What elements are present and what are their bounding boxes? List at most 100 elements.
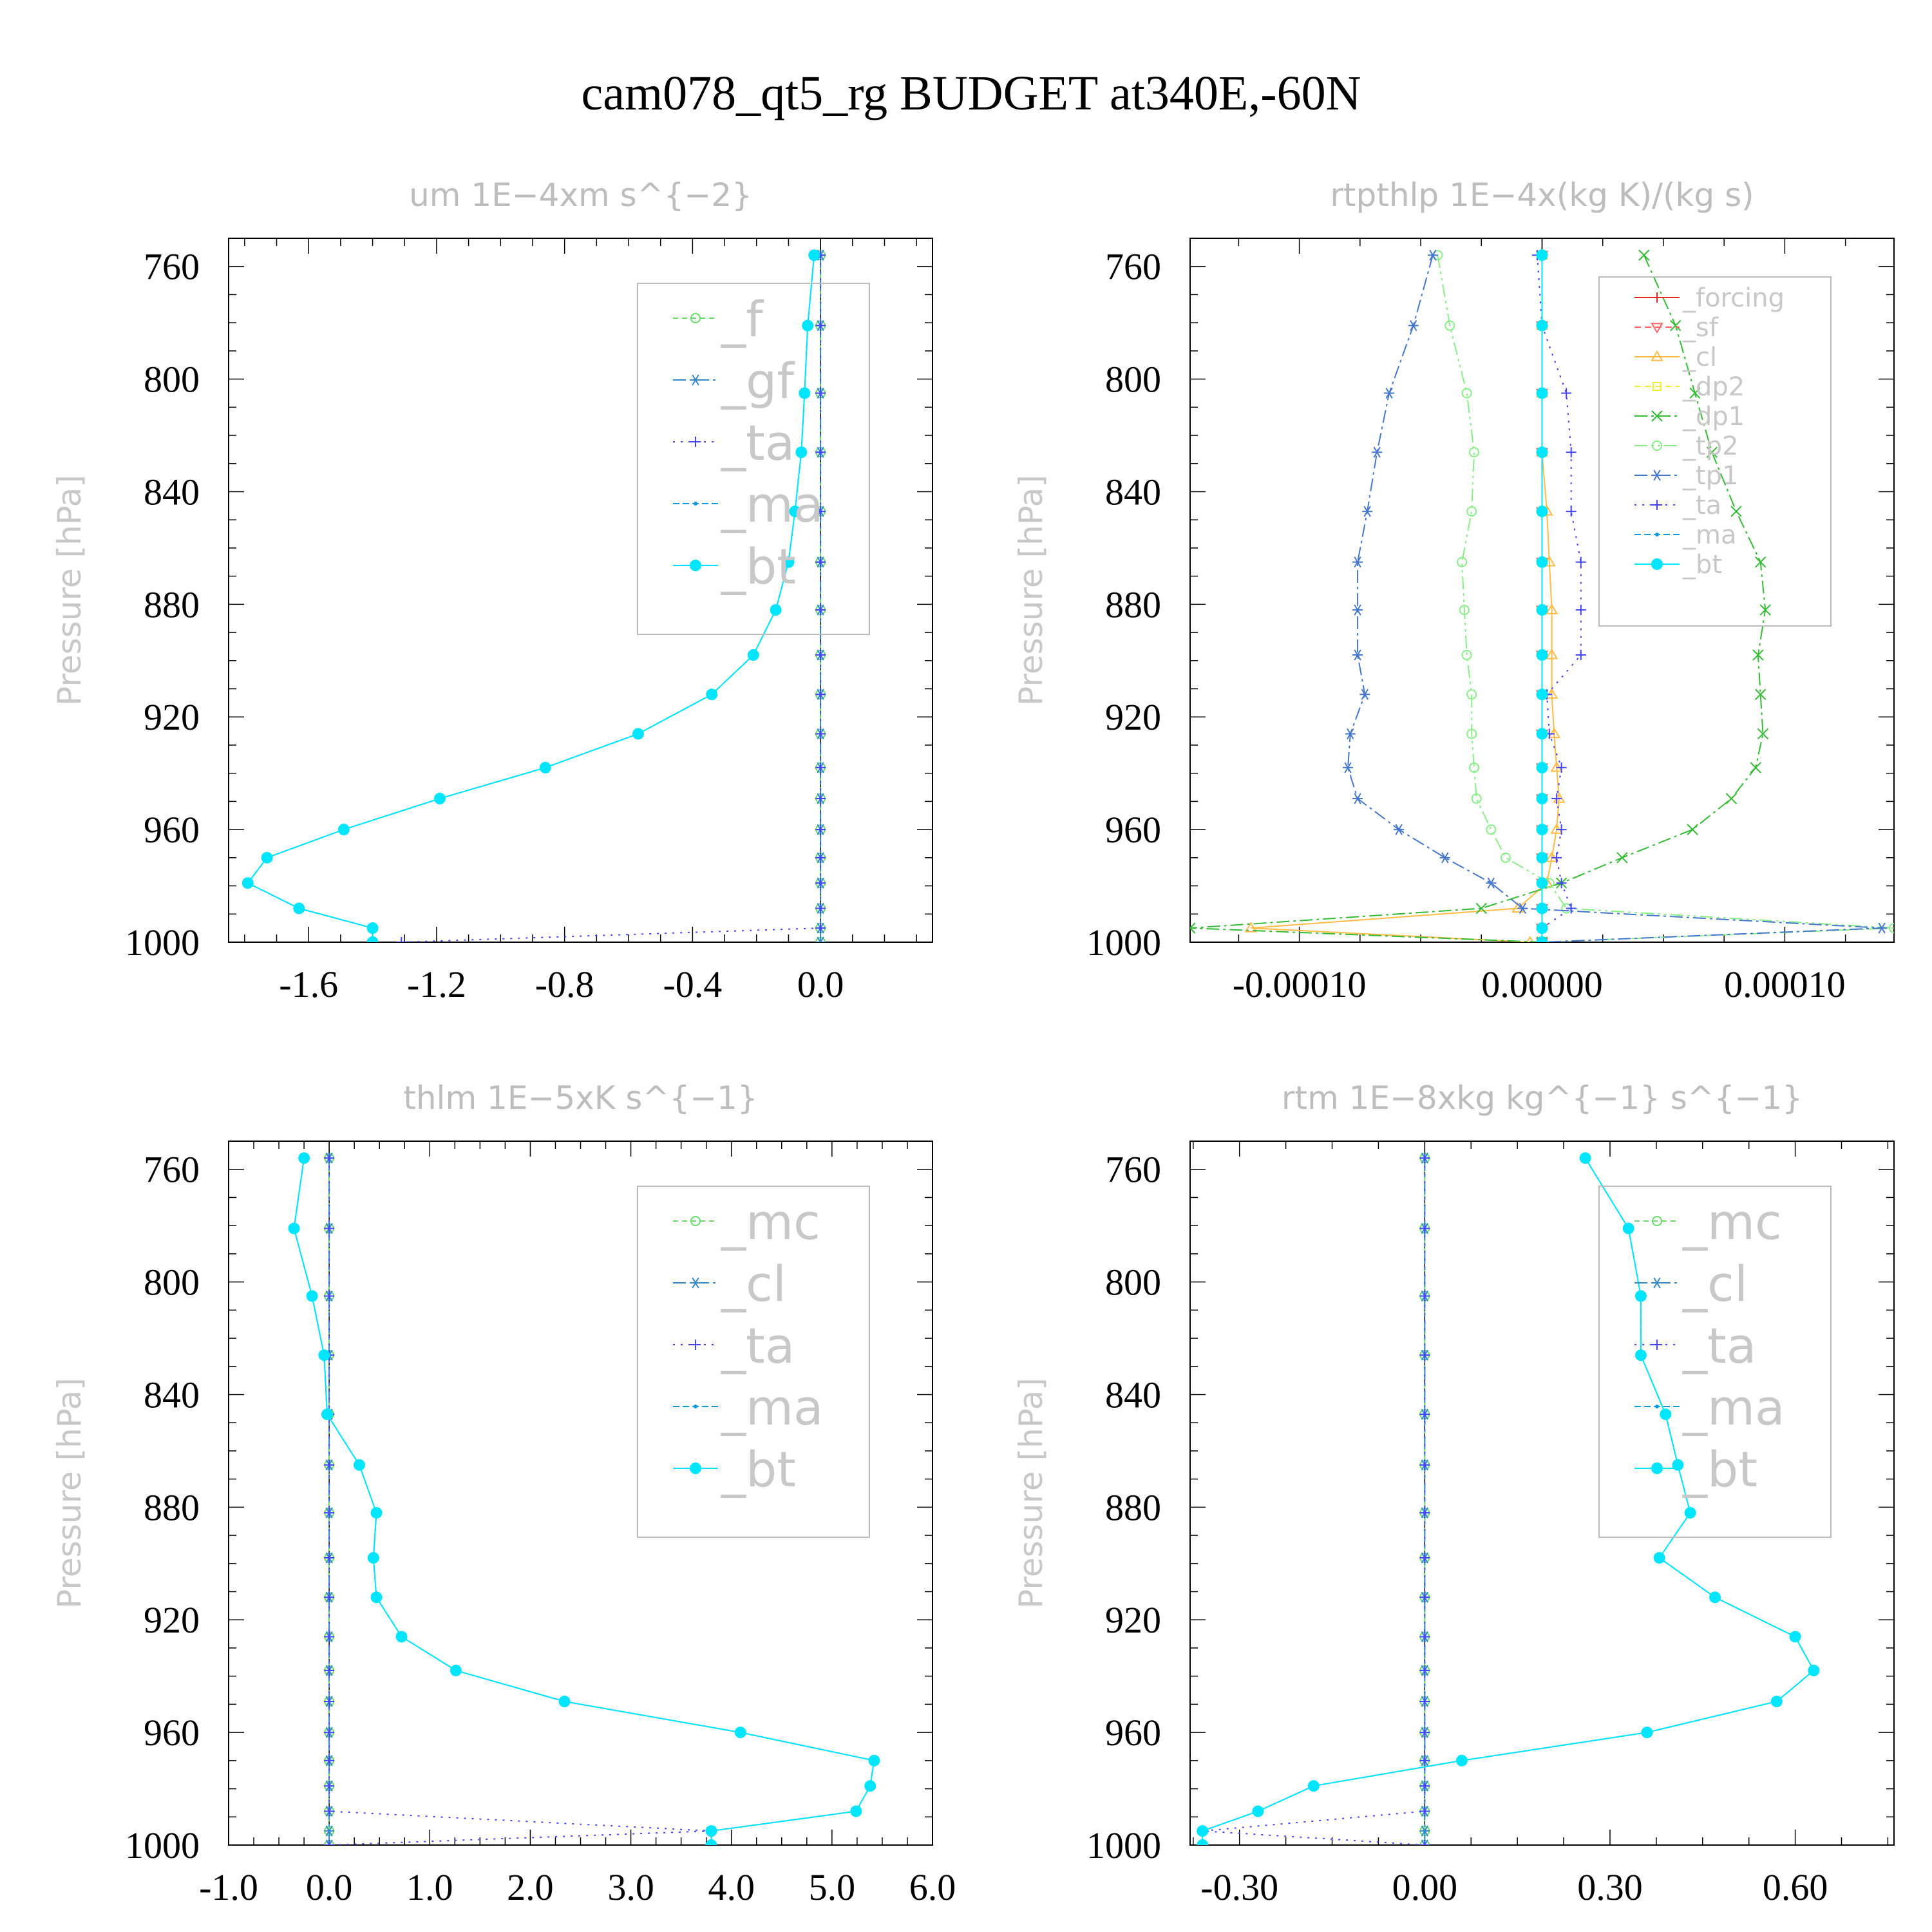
data-point <box>815 320 826 331</box>
series-line-tp1 <box>1347 254 1882 942</box>
legend-label: _ma <box>1682 1379 1785 1436</box>
data-point <box>1419 1553 1430 1564</box>
data-point <box>1575 556 1586 567</box>
data-point <box>324 1839 335 1845</box>
data-point <box>815 605 826 616</box>
data-point <box>1384 387 1395 399</box>
legend-box <box>1598 1186 1832 1538</box>
y-tick-label: 1000 <box>1086 1824 1161 1866</box>
series-line-ta <box>401 255 822 942</box>
data-point <box>1536 688 1548 701</box>
x-tick-label: -1.2 <box>407 963 466 1005</box>
y-tick-label: 880 <box>1105 1486 1161 1528</box>
legend-label: _tp1 <box>1682 461 1739 491</box>
series-line-ta <box>1202 1158 1426 1845</box>
data-point <box>1197 1825 1209 1837</box>
data-point <box>1638 249 1650 261</box>
legend-label: _bt <box>1682 550 1722 580</box>
legend-label: _cl <box>1682 343 1717 372</box>
data-point <box>321 1408 334 1421</box>
y-tick-label: 760 <box>144 1149 200 1191</box>
data-point <box>705 1839 717 1845</box>
data-point <box>433 793 446 805</box>
data-point <box>242 877 254 889</box>
y-tick-label: 920 <box>1105 1599 1161 1641</box>
legend-label: _ta <box>721 414 795 471</box>
y-tick-label: 760 <box>144 246 200 288</box>
series-line-bt <box>1202 1157 1815 1845</box>
data-point <box>324 1755 335 1766</box>
legend-box <box>1598 276 1832 627</box>
data-point <box>1550 761 1563 772</box>
data-point <box>1394 824 1405 835</box>
data-point <box>1352 793 1363 804</box>
legend: _mc_cl_ta_ma_bt <box>1598 1186 1832 1538</box>
data-point <box>1789 1631 1801 1643</box>
data-point <box>1653 1552 1665 1564</box>
data-point <box>1660 1408 1672 1421</box>
data-point <box>1536 793 1548 805</box>
data-point <box>337 824 350 836</box>
data-point <box>770 604 782 616</box>
data-point <box>1725 793 1738 804</box>
y-tick-label: 800 <box>144 359 200 401</box>
legend-marker <box>690 313 701 323</box>
x-tick-label: -1.6 <box>279 963 338 1005</box>
x-tick-label: 5.0 <box>809 1866 856 1908</box>
legend-label: _ma <box>721 1379 824 1436</box>
data-point <box>1466 506 1477 517</box>
data-point <box>1419 1508 1430 1519</box>
data-point <box>1634 1290 1647 1302</box>
data-point <box>1468 762 1479 773</box>
legend-label: _cl <box>721 1255 786 1312</box>
plot-area <box>1197 1152 1820 1845</box>
y-tick-label: 1000 <box>1086 922 1161 963</box>
legend-label: _ta <box>1682 1317 1756 1374</box>
data-point <box>1307 1780 1320 1792</box>
data-point <box>1536 936 1548 942</box>
data-point <box>1770 1696 1783 1708</box>
data-point <box>1551 793 1562 804</box>
data-point <box>450 1664 462 1676</box>
data-point <box>1622 1222 1634 1235</box>
data-point <box>1475 902 1487 914</box>
legend-marker <box>1655 533 1659 536</box>
legend-marker <box>1651 1463 1663 1474</box>
data-point <box>1536 728 1548 740</box>
data-point <box>815 936 826 942</box>
y-tick-label: 760 <box>1105 246 1161 288</box>
data-point <box>1566 506 1577 517</box>
data-point <box>815 852 826 863</box>
plot-frame <box>1189 1141 1895 1846</box>
legend-label: _sf <box>1682 313 1719 343</box>
legend-marker <box>1652 440 1662 451</box>
data-point <box>815 824 826 835</box>
legend-label: _tp2 <box>1682 431 1739 461</box>
data-point <box>1362 506 1373 517</box>
data-point <box>1197 1839 1209 1845</box>
data-point <box>734 1727 746 1739</box>
data-point <box>293 902 305 914</box>
data-point <box>324 1508 335 1519</box>
y-tick-label: 800 <box>144 1262 200 1303</box>
data-point <box>1616 852 1628 864</box>
data-point <box>1575 605 1586 616</box>
x-tick-label: -0.4 <box>663 963 722 1005</box>
data-point <box>370 1507 383 1519</box>
data-point <box>539 761 551 773</box>
data-point <box>324 1781 335 1792</box>
data-point <box>1545 688 1558 699</box>
series-line-dp1 <box>1190 254 1766 942</box>
data-point <box>1536 319 1548 332</box>
plot-frame <box>228 238 933 943</box>
data-point <box>1486 824 1497 835</box>
y-tick-label: 960 <box>1105 1712 1161 1754</box>
data-point <box>747 649 759 661</box>
data-point <box>1536 824 1548 836</box>
series-line-tp2 <box>1437 255 1894 942</box>
data-point <box>1468 447 1479 458</box>
data-point <box>558 1696 571 1708</box>
x-tick-label: 0.60 <box>1763 1866 1828 1908</box>
y-tick-label: 800 <box>1105 359 1161 401</box>
data-point <box>1352 556 1363 568</box>
